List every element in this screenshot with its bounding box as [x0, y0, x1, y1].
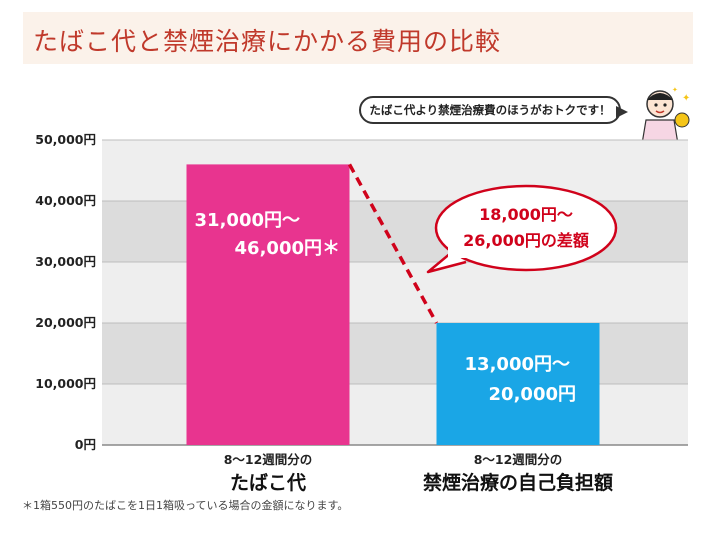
bar-value-labels: 31,000円～ 46,000円＊ 13,000円～ 20,000円 — [195, 210, 576, 405]
category-sublabel: 8～12週間分の — [224, 452, 313, 467]
difference-bubble — [434, 184, 618, 272]
bar-label: 20,000円 — [489, 384, 576, 405]
y-tick-label: 50,000円 — [35, 132, 96, 147]
category-sublabel: 8～12週間分の — [474, 452, 563, 467]
y-tick-label: 10,000円 — [35, 376, 96, 391]
bar-label: 31,000円～ — [195, 210, 300, 231]
bars — [186, 164, 600, 445]
title-banner: たばこ代と禁煙治療にかかる費用の比較 — [23, 12, 693, 64]
bar — [186, 164, 350, 445]
page-title: たばこ代と禁煙治療にかかる費用の比較 — [33, 27, 502, 56]
bar — [436, 323, 600, 445]
bubble-tail-mask — [448, 246, 470, 258]
y-tick-label: 40,000円 — [35, 193, 96, 208]
speech-bubble: たばこ代より禁煙治療費のほうがおトクです！ — [359, 96, 621, 124]
difference-label: 18,000円～ — [479, 205, 573, 224]
difference-annotation: 18,000円～ 26,000円の差額 — [347, 163, 618, 324]
difference-connector — [347, 163, 439, 324]
svg-text:✦: ✦ — [672, 86, 678, 94]
y-axis-ticks: 0円 10,000円 20,000円 30,000円 40,000円 50,000円 — [35, 132, 96, 452]
mascot-illustration: ✦ ✦ — [641, 86, 690, 145]
category-label: たばこ代 — [230, 472, 306, 494]
y-tick-label: 0円 — [75, 437, 96, 452]
difference-label: 26,000円の差額 — [463, 231, 589, 250]
bar-label: 13,000円～ — [465, 354, 570, 375]
speech-bubble-tail — [616, 106, 628, 118]
bar-label: 46,000円＊ — [235, 238, 340, 259]
category-label: 禁煙治療の自己負担額 — [423, 471, 613, 494]
y-tick-label: 20,000円 — [35, 315, 96, 330]
y-tick-label: 30,000円 — [35, 254, 96, 269]
footnote: ＊1箱550円のたばこを1日1箱吸っている場合の金額になります。 — [22, 499, 349, 512]
svg-text:✦: ✦ — [682, 93, 690, 104]
